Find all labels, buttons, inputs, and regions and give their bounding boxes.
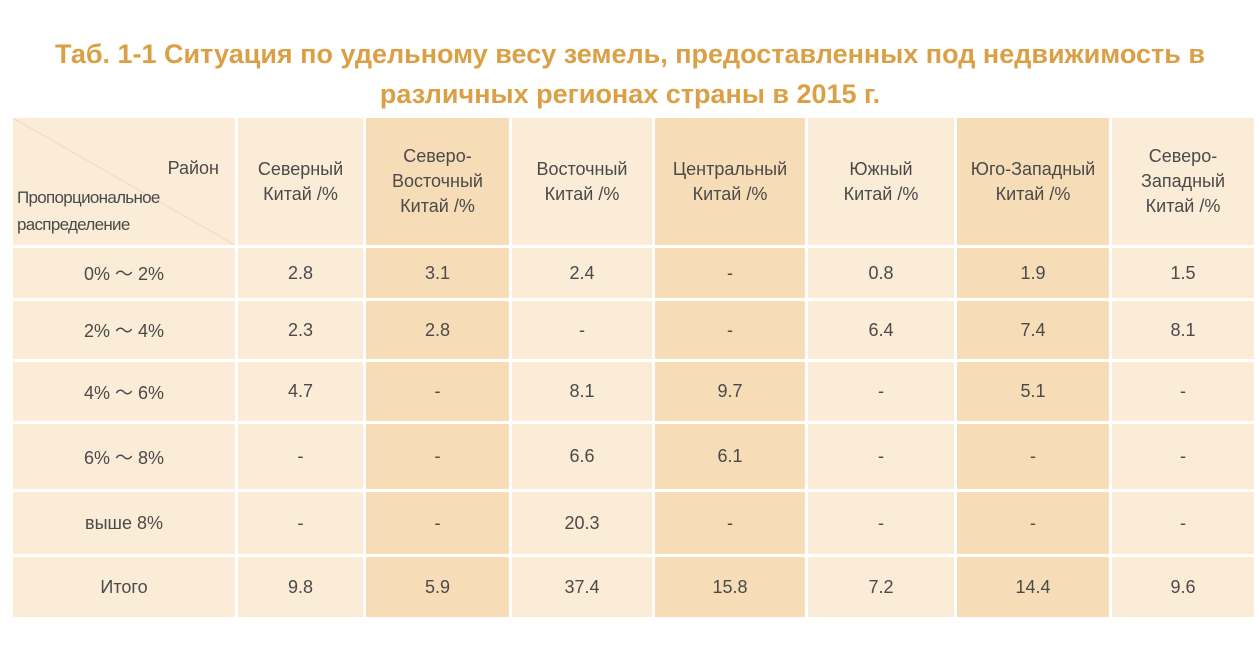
- table-row: выше 8% - - 20.3 - - - -: [13, 492, 1254, 557]
- row-label: выше 8%: [13, 492, 238, 557]
- table-cell: 15.8: [655, 557, 808, 620]
- table-cell: -: [366, 492, 512, 557]
- table-cell: -: [655, 248, 808, 301]
- table-cell: -: [238, 424, 366, 492]
- header-corner-cell: Район Пропорциональное распределение: [13, 118, 238, 248]
- table-cell: 9.6: [1112, 557, 1254, 620]
- column-header: Южный Китай /%: [808, 118, 957, 248]
- table-cell: -: [366, 362, 512, 424]
- column-header: Северо- Восточный Китай /%: [366, 118, 512, 248]
- table-title: Таб. 1-1 Ситуация по удельному весу земе…: [0, 34, 1260, 114]
- corner-label-line-2: распределение: [17, 215, 130, 234]
- table-cell: 8.1: [1112, 301, 1254, 362]
- table-cell: 5.1: [957, 362, 1112, 424]
- table-cell: -: [1112, 492, 1254, 557]
- corner-label-region: Район: [167, 158, 219, 178]
- table-cell: 9.7: [655, 362, 808, 424]
- table-cell: -: [808, 362, 957, 424]
- table-cell: 9.8: [238, 557, 366, 620]
- row-label: 0% ～ 2%: [13, 248, 238, 301]
- table-cell: 2.8: [238, 248, 366, 301]
- table-cell: 2.3: [238, 301, 366, 362]
- table-cell: 8.1: [512, 362, 655, 424]
- corner-label-distribution: Пропорциональное распределение: [17, 184, 160, 238]
- column-header: Центральный Китай /%: [655, 118, 808, 248]
- column-header: Восточный Китай /%: [512, 118, 655, 248]
- table-cell: 14.4: [957, 557, 1112, 620]
- table-cell: 0.8: [808, 248, 957, 301]
- total-row: Итого 9.8 5.9 37.4 15.8 7.2 14.4 9.6: [13, 557, 1254, 620]
- table-cell: -: [957, 424, 1112, 492]
- table-cell: 2.8: [366, 301, 512, 362]
- table-cell: -: [512, 301, 655, 362]
- table-title-line-2: различных регионах страны в 2015 г.: [379, 79, 881, 109]
- table-cell: 4.7: [238, 362, 366, 424]
- table-cell: 1.9: [957, 248, 1112, 301]
- table-cell: 7.2: [808, 557, 957, 620]
- column-header: Северо- Западный Китай /%: [1112, 118, 1254, 248]
- table-cell: 7.4: [957, 301, 1112, 362]
- table-cell: -: [808, 492, 957, 557]
- table-cell: -: [1112, 424, 1254, 492]
- table-cell: 37.4: [512, 557, 655, 620]
- table-cell: -: [655, 492, 808, 557]
- table-cell: -: [808, 424, 957, 492]
- table-cell: 1.5: [1112, 248, 1254, 301]
- row-label: Итого: [13, 557, 238, 620]
- table-row: 2% ～ 4% 2.3 2.8 - - 6.4 7.4 8.1: [13, 301, 1254, 362]
- table-cell: -: [655, 301, 808, 362]
- table-cell: 5.9: [366, 557, 512, 620]
- table-cell: -: [1112, 362, 1254, 424]
- table-cell: 6.6: [512, 424, 655, 492]
- table-cell: -: [366, 424, 512, 492]
- corner-label-line-1: Пропорциональное: [17, 188, 160, 207]
- table-cell: 2.4: [512, 248, 655, 301]
- row-label: 6% ～ 8%: [13, 424, 238, 492]
- table-cell: 6.1: [655, 424, 808, 492]
- data-table: Район Пропорциональное распределение Сев…: [13, 118, 1254, 620]
- table-cell: 3.1: [366, 248, 512, 301]
- table-row: 6% ～ 8% - - 6.6 6.1 - - -: [13, 424, 1254, 492]
- table-cell: 20.3: [512, 492, 655, 557]
- table-cell: -: [957, 492, 1112, 557]
- table-title-line-1: Таб. 1-1 Ситуация по удельному весу земе…: [55, 39, 1205, 69]
- diagonal-divider: [13, 118, 235, 245]
- table-row: 4% ～ 6% 4.7 - 8.1 9.7 - 5.1 -: [13, 362, 1254, 424]
- table-cell: -: [238, 492, 366, 557]
- column-header: Юго-Западный Китай /%: [957, 118, 1112, 248]
- table-cell: 6.4: [808, 301, 957, 362]
- row-label: 4% ～ 6%: [13, 362, 238, 424]
- column-header: Северный Китай /%: [238, 118, 366, 248]
- header-row: Район Пропорциональное распределение Сев…: [13, 118, 1254, 248]
- table-row: 0% ～ 2% 2.8 3.1 2.4 - 0.8 1.9 1.5: [13, 248, 1254, 301]
- row-label: 2% ～ 4%: [13, 301, 238, 362]
